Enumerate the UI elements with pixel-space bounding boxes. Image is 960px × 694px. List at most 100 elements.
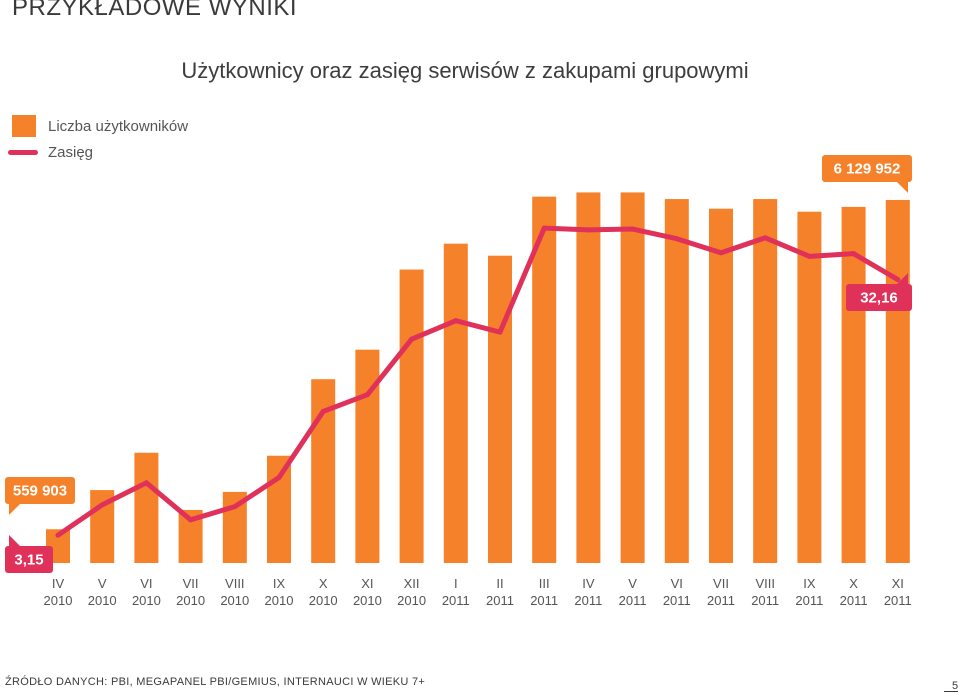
x-tick-year-8: 2010 (353, 593, 382, 608)
x-tick-label-20: XI (892, 576, 904, 591)
reach-point-3 (143, 480, 149, 486)
bar-16 (709, 208, 733, 563)
reach-point-13 (585, 227, 591, 233)
x-tick-label-13: IV (582, 576, 595, 591)
reach-point-10 (453, 318, 459, 324)
reach-point-1 (55, 532, 61, 538)
x-tick-label-7: X (319, 576, 328, 591)
bar-18 (797, 211, 822, 563)
page-number: 5 (944, 681, 959, 692)
bar-11 (488, 255, 512, 563)
reach-point-11 (497, 329, 503, 335)
reach-point-5 (232, 504, 238, 510)
x-tick-year-1: 2010 (44, 593, 73, 608)
callout-last-users: 6 129 952 (822, 155, 912, 193)
bar-12 (532, 196, 557, 563)
bar-3 (134, 452, 159, 563)
x-tick-label-19: X (849, 576, 858, 591)
x-tick-year-19: 2011 (840, 593, 868, 608)
reach-point-20 (895, 277, 901, 283)
reach-point-15 (674, 236, 680, 242)
reach-point-8 (364, 392, 370, 398)
x-tick-label-9: XII (404, 576, 420, 591)
callout-first-users-pointer (9, 503, 21, 515)
chart-title: Użytkownicy oraz zasięg serwisów z zakup… (181, 58, 749, 83)
reach-line (55, 225, 901, 538)
legend-swatch-bar (12, 115, 36, 137)
x-tick-label-12: III (539, 576, 550, 591)
x-tick-year-11: 2011 (486, 593, 514, 608)
page-header-title: PRZYKŁADOWE WYNIKI (12, 0, 298, 21)
x-tick-label-16: VII (713, 576, 729, 591)
callout-first-reach-box (5, 546, 53, 573)
callout-last-reach-pointer (896, 273, 908, 285)
reach-point-4 (188, 517, 194, 523)
x-tick-label-2: V (98, 576, 107, 591)
x-tick-label-18: IX (803, 576, 816, 591)
bar-14 (620, 192, 645, 563)
x-tick-year-6: 2010 (265, 593, 294, 608)
x-tick-label-6: IX (273, 576, 286, 591)
x-tick-label-1: IV (52, 576, 65, 591)
reach-point-16 (718, 250, 724, 256)
reach-point-12 (541, 225, 547, 231)
bar-19 (841, 206, 866, 563)
callout-last-users-pointer (896, 181, 908, 193)
x-tick-year-2: 2010 (88, 593, 117, 608)
x-tick-year-17: 2011 (751, 593, 779, 608)
x-tick-year-5: 2010 (220, 593, 249, 608)
reach-point-9 (409, 336, 415, 342)
callout-first-reach-text: 3,15 (14, 552, 43, 569)
reach-point-18 (806, 253, 812, 259)
bar-6 (267, 455, 291, 563)
bar-15 (664, 199, 689, 564)
bar-9 (399, 269, 424, 563)
reach-point-6 (276, 475, 282, 481)
reach-point-19 (851, 251, 857, 257)
bar-10 (443, 243, 468, 563)
callout-first-reach: 3,15 (5, 535, 53, 573)
x-tick-label-5: VIII (225, 576, 245, 591)
callout-last-reach: 32,16 (846, 273, 912, 311)
x-tick-label-17: VIII (755, 576, 775, 591)
x-tick-year-9: 2010 (397, 593, 426, 608)
bar-13 (576, 192, 601, 563)
x-tick-year-13: 2011 (574, 593, 602, 608)
x-tick-year-12: 2011 (530, 593, 558, 608)
x-tick-year-16: 2011 (707, 593, 735, 608)
x-tick-label-15: VI (671, 576, 683, 591)
reach-point-2 (99, 502, 105, 508)
reach-point-7 (320, 408, 326, 414)
x-tick-label-11: II (496, 576, 503, 591)
legend-label-users: Liczba użytkowników (48, 118, 189, 135)
callout-first-users-text: 559 903 (13, 483, 67, 500)
legend-swatch-line (8, 150, 38, 155)
bar-20 (885, 199, 910, 563)
x-tick-label-8: XI (361, 576, 373, 591)
x-tick-year-18: 2011 (795, 593, 823, 608)
x-tick-year-20: 2011 (884, 593, 912, 608)
source-note: ŹRÓDŁO DANYCH: PBI, MEGAPANEL PBI/GEMIUS… (5, 676, 426, 688)
x-tick-year-14: 2011 (619, 593, 647, 608)
x-tick-label-10: I (454, 576, 458, 591)
callout-last-reach-text: 32,16 (860, 290, 898, 307)
callout-last-users-box (822, 155, 912, 182)
callout-last-users-text: 6 129 952 (834, 161, 901, 178)
legend-label-reach: Zasięg (48, 144, 94, 161)
x-tick-year-3: 2010 (132, 593, 161, 608)
x-tick-label-4: VII (183, 576, 199, 591)
x-tick-year-10: 2011 (442, 593, 470, 608)
bar-17 (753, 199, 778, 564)
x-tick-year-4: 2010 (176, 593, 205, 608)
callout-last-reach-box (846, 284, 912, 311)
callout-first-users: 559 903 (5, 477, 75, 515)
x-tick-label-14: V (628, 576, 637, 591)
reach-point-14 (630, 226, 636, 232)
callout-first-users-box (5, 477, 75, 504)
x-tick-year-15: 2011 (663, 593, 691, 608)
x-tick-label-3: VI (140, 576, 152, 591)
reach-point-17 (762, 235, 768, 241)
x-tick-year-7: 2010 (309, 593, 338, 608)
callout-first-reach-pointer (9, 535, 21, 547)
